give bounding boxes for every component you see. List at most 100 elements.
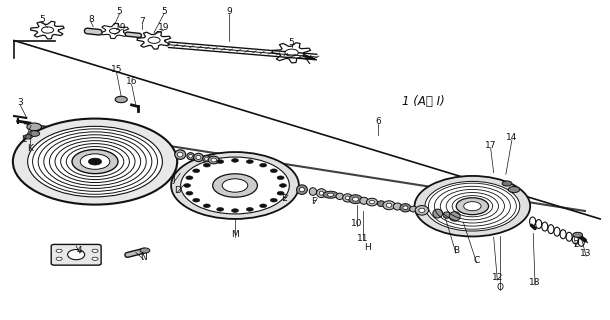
Circle shape [260,204,267,208]
Text: B: B [453,246,459,255]
Ellipse shape [378,201,385,206]
Text: 14: 14 [506,133,518,142]
Ellipse shape [383,201,395,210]
Ellipse shape [433,209,442,218]
Ellipse shape [203,156,210,162]
Ellipse shape [296,185,307,195]
Circle shape [140,248,150,253]
Circle shape [27,123,41,131]
Ellipse shape [211,158,217,162]
Ellipse shape [309,188,317,196]
Text: 18: 18 [529,278,541,287]
Circle shape [213,174,257,197]
Circle shape [92,257,98,260]
Ellipse shape [403,206,408,210]
Text: 13: 13 [581,250,592,259]
Circle shape [277,191,284,195]
Text: 7: 7 [139,17,145,26]
Ellipse shape [443,212,450,218]
Ellipse shape [386,203,392,207]
Ellipse shape [353,197,359,201]
Circle shape [270,198,278,202]
Circle shape [415,176,530,236]
Text: 3: 3 [17,98,23,107]
Circle shape [72,149,118,174]
Circle shape [246,160,253,164]
Text: 5: 5 [117,7,122,16]
FancyBboxPatch shape [51,244,101,265]
Circle shape [270,169,278,172]
Text: 6: 6 [375,117,381,126]
Ellipse shape [400,204,411,212]
Ellipse shape [174,150,185,159]
Circle shape [184,184,190,187]
Circle shape [456,198,489,215]
Ellipse shape [345,196,350,200]
Ellipse shape [178,152,183,157]
Text: 19: 19 [115,23,127,32]
Text: 4: 4 [77,246,82,255]
Circle shape [109,28,120,34]
Ellipse shape [349,195,362,204]
Circle shape [81,154,110,169]
Ellipse shape [68,250,85,260]
Text: 9: 9 [226,7,232,16]
Text: O: O [497,283,503,292]
Ellipse shape [328,193,334,196]
Text: H: H [364,243,370,252]
Ellipse shape [360,197,368,204]
Circle shape [203,204,210,208]
Ellipse shape [367,198,378,206]
Circle shape [285,49,298,56]
Circle shape [573,232,583,237]
Circle shape [203,163,210,167]
Circle shape [186,191,193,195]
Text: 2: 2 [573,240,579,249]
Circle shape [92,249,98,252]
Circle shape [425,181,520,231]
Ellipse shape [300,188,304,192]
Circle shape [181,157,289,214]
Text: D: D [174,186,181,195]
Circle shape [88,158,102,165]
Text: 12: 12 [492,273,503,282]
Ellipse shape [204,157,208,160]
Circle shape [508,187,520,193]
Circle shape [148,37,160,43]
Ellipse shape [208,156,219,164]
Circle shape [260,163,267,167]
Circle shape [193,198,199,202]
Ellipse shape [193,153,203,162]
Ellipse shape [419,208,425,212]
Text: M: M [231,230,239,239]
Circle shape [171,152,299,219]
Text: 16: 16 [126,77,137,86]
Text: E: E [281,194,287,203]
Ellipse shape [196,156,201,160]
Circle shape [186,176,193,180]
Circle shape [27,126,162,197]
Circle shape [29,131,40,136]
Circle shape [502,181,512,186]
Text: N: N [140,253,147,262]
Text: 17: 17 [485,141,497,150]
Circle shape [115,96,127,103]
Text: 8: 8 [88,15,94,24]
Text: 1 (A～ I): 1 (A～ I) [403,94,445,108]
Circle shape [41,27,54,33]
Circle shape [277,176,284,180]
Text: 10: 10 [351,219,362,228]
Ellipse shape [449,212,460,221]
Circle shape [246,207,253,211]
Text: 15: 15 [110,65,122,74]
Circle shape [56,257,62,260]
Circle shape [24,134,32,139]
Text: 5: 5 [161,7,167,16]
Ellipse shape [187,153,194,160]
Text: 5: 5 [289,38,295,47]
Circle shape [231,209,239,212]
Circle shape [13,119,177,204]
Circle shape [217,160,224,164]
Circle shape [279,184,287,187]
Ellipse shape [393,203,402,210]
